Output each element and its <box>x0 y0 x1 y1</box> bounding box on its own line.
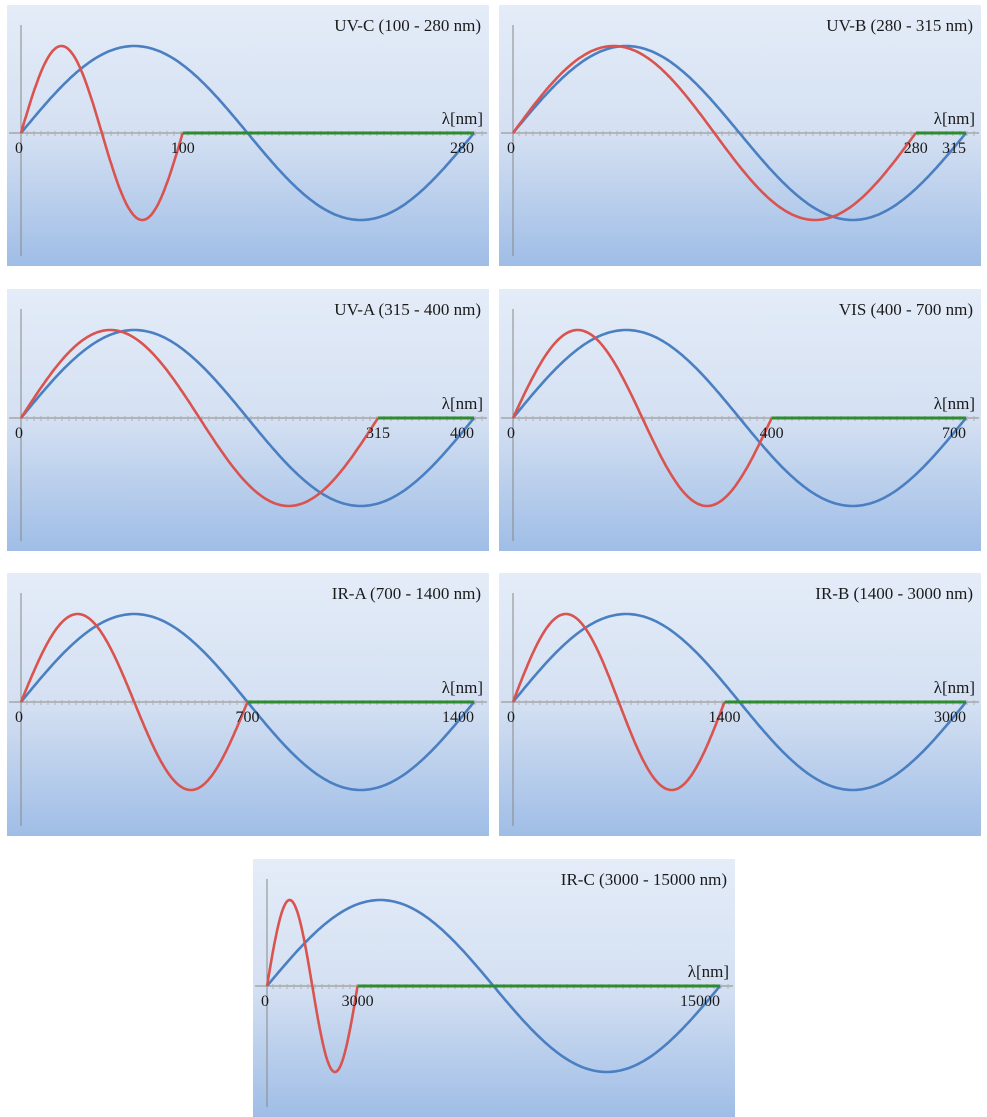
panel-vis: VIS (400 - 700 nm) λ[nm] 0 400 700 <box>499 289 981 551</box>
panel-svg: IR-C (3000 - 15000 nm) λ[nm] 0 3000 15000 <box>253 859 735 1117</box>
axis-label: λ[nm] <box>934 678 975 697</box>
band-wave-curve <box>511 612 726 792</box>
panel-title: VIS (400 - 700 nm) <box>839 300 973 319</box>
axis-label: λ[nm] <box>934 109 975 128</box>
tick-label-start: 0 <box>15 425 23 442</box>
tick-label-start: 0 <box>15 140 23 157</box>
tick-label-end: 400 <box>450 425 474 442</box>
panel-ir-c: IR-C (3000 - 15000 nm) λ[nm] 0 3000 15000 <box>253 859 735 1117</box>
tick-label-end: 15000 <box>680 993 720 1010</box>
tick-label-start: 0 <box>507 709 515 726</box>
tick-label-end: 1400 <box>442 709 474 726</box>
tick-label-band-end: 700 <box>236 709 260 726</box>
band-wave-curve <box>265 898 359 1074</box>
band-wave-curve <box>19 44 184 222</box>
tick-label-band-end: 280 <box>904 140 928 157</box>
axis-label: λ[nm] <box>934 394 975 413</box>
tick-label-start: 0 <box>507 140 515 157</box>
axis-label: λ[nm] <box>442 394 483 413</box>
tick-label-end: 280 <box>450 140 474 157</box>
panel-title: UV-A (315 - 400 nm) <box>334 300 481 319</box>
tick-label-band-end: 315 <box>366 425 390 442</box>
axis-label: λ[nm] <box>442 109 483 128</box>
panel-svg: UV-A (315 - 400 nm) λ[nm] 0 315 400 <box>7 289 489 551</box>
tick-label-end: 315 <box>942 140 966 157</box>
panel-svg: IR-A (700 - 1400 nm) λ[nm] 0 700 1400 <box>7 573 489 836</box>
panel-title: IR-A (700 - 1400 nm) <box>332 584 481 603</box>
tick-label-band-end: 400 <box>760 425 784 442</box>
panel-svg: IR-B (1400 - 3000 nm) λ[nm] 0 1400 3000 <box>499 573 981 836</box>
panel-ir-b: IR-B (1400 - 3000 nm) λ[nm] 0 1400 3000 <box>499 573 981 836</box>
panel-uv-b: UV-B (280 - 315 nm) λ[nm] 0 280 315 <box>499 5 981 266</box>
panel-uv-c: UV-C (100 - 280 nm) λ[nm] 0 100 280 <box>7 5 489 266</box>
panel-title: IR-C (3000 - 15000 nm) <box>561 870 727 889</box>
axis-label: λ[nm] <box>442 678 483 697</box>
tick-label-band-end: 3000 <box>342 993 374 1010</box>
tick-label-end: 700 <box>942 425 966 442</box>
tick-label-start: 0 <box>507 425 515 442</box>
panel-title: UV-B (280 - 315 nm) <box>826 16 973 35</box>
panel-title: UV-C (100 - 280 nm) <box>334 16 481 35</box>
tick-label-start: 0 <box>261 993 269 1010</box>
band-wave-curve <box>511 328 773 508</box>
panel-title: IR-B (1400 - 3000 nm) <box>815 584 973 603</box>
wide-wave-curve <box>512 44 967 222</box>
tick-label-end: 3000 <box>934 709 966 726</box>
tick-label-start: 0 <box>15 709 23 726</box>
band-wave-curve <box>19 612 249 792</box>
panel-svg: VIS (400 - 700 nm) λ[nm] 0 400 700 <box>499 289 981 551</box>
tick-label-band-end: 1400 <box>709 709 741 726</box>
panel-uv-a: UV-A (315 - 400 nm) λ[nm] 0 315 400 <box>7 289 489 551</box>
axis-label: λ[nm] <box>688 962 729 981</box>
wide-wave-curve <box>511 328 968 508</box>
wide-wave-curve <box>19 328 476 508</box>
tick-label-band-end: 100 <box>171 140 195 157</box>
panel-svg: UV-B (280 - 315 nm) λ[nm] 0 280 315 <box>499 5 981 266</box>
panel-ir-a: IR-A (700 - 1400 nm) λ[nm] 0 700 1400 <box>7 573 489 836</box>
band-wave-curve <box>19 328 380 508</box>
panel-svg: UV-C (100 - 280 nm) λ[nm] 0 100 280 <box>7 5 489 266</box>
band-wave-curve <box>511 44 917 222</box>
